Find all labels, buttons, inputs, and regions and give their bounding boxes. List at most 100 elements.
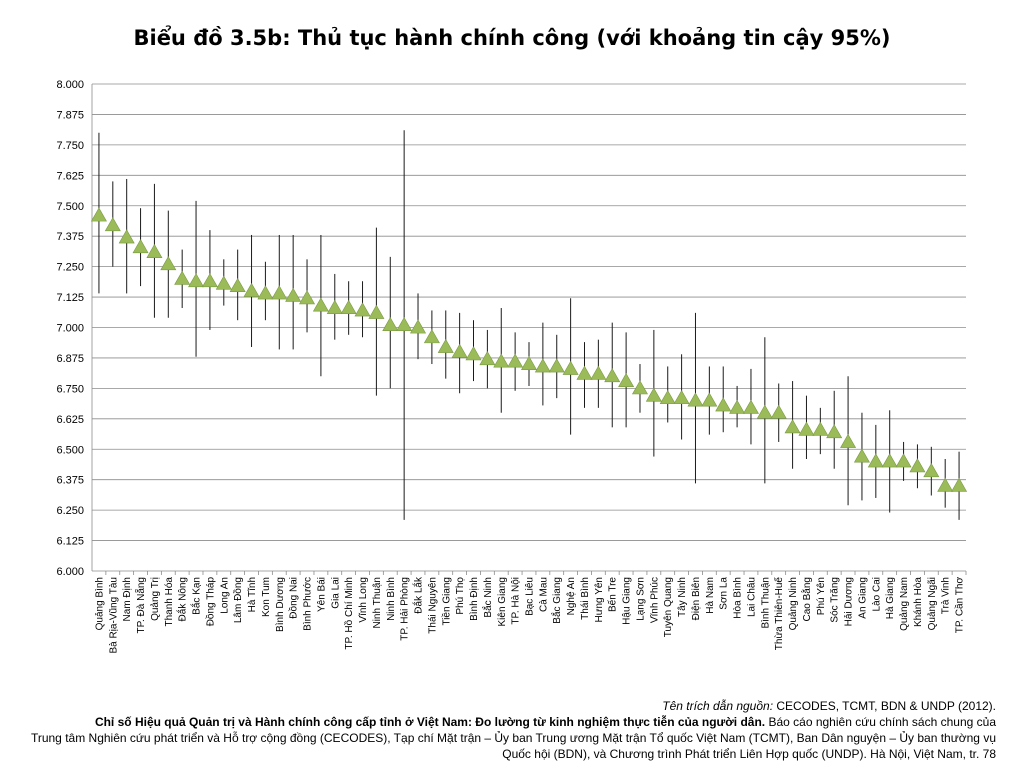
data-point bbox=[312, 297, 329, 312]
data-point bbox=[701, 392, 718, 407]
data-markers bbox=[90, 207, 968, 492]
report-desc-1: Báo cáo nghiên cứu chính sách chung của bbox=[768, 715, 996, 729]
data-point bbox=[146, 243, 163, 258]
x-tick-label: Phú Thọ bbox=[455, 577, 466, 615]
data-point bbox=[534, 358, 551, 373]
x-tick-label: Ninh Thuận bbox=[372, 577, 383, 629]
data-point bbox=[784, 419, 801, 434]
data-point bbox=[729, 399, 746, 414]
gridlines bbox=[91, 83, 967, 575]
data-point bbox=[548, 358, 565, 373]
data-point bbox=[243, 282, 260, 297]
data-point bbox=[299, 290, 316, 305]
x-tick-label: Trà Vinh bbox=[941, 577, 952, 614]
data-point bbox=[326, 299, 343, 314]
x-tick-label: Ninh Bình bbox=[386, 577, 397, 621]
data-point bbox=[409, 319, 427, 334]
y-tick-label: 7.875 bbox=[56, 109, 84, 121]
data-point bbox=[645, 387, 662, 402]
x-tick-label: TP. Hà Nội bbox=[511, 577, 522, 625]
y-tick-label: 7.625 bbox=[56, 170, 84, 182]
data-point bbox=[812, 421, 829, 436]
y-tick-label: 6.000 bbox=[56, 566, 84, 578]
data-point bbox=[160, 256, 177, 271]
x-tick-label: Kiên Giang bbox=[497, 577, 508, 626]
data-point bbox=[174, 270, 191, 285]
chart-title: Biểu đồ 3.5b: Thủ tục hành chính công (v… bbox=[133, 26, 891, 50]
x-tick-label: Bình Định bbox=[469, 577, 480, 621]
data-point bbox=[742, 399, 759, 414]
data-point bbox=[479, 351, 496, 366]
data-point bbox=[715, 397, 732, 412]
x-tick-label: Gia Lai bbox=[330, 577, 341, 609]
x-tick-label: Bắc Ninh bbox=[481, 577, 494, 618]
data-point bbox=[396, 316, 413, 331]
data-point bbox=[867, 453, 884, 468]
y-tick-label: 8.000 bbox=[56, 79, 84, 91]
data-point bbox=[659, 390, 676, 405]
citation-authors: CECODES, TCMT, BDN & UNDP (2012). bbox=[776, 699, 996, 713]
citation-label: Tên trích dẫn nguồn: bbox=[662, 699, 774, 713]
data-point bbox=[90, 207, 107, 222]
x-tick-label: Bình Phước bbox=[303, 577, 314, 631]
x-tick-label: Phú Yên bbox=[816, 577, 827, 615]
x-tick-label: Thừa Thiên-Huế bbox=[773, 577, 785, 651]
x-tick-label: Hà Nam bbox=[705, 577, 716, 614]
x-tick-label: Cà Mau bbox=[538, 577, 549, 612]
data-point bbox=[562, 360, 579, 375]
x-tick-label: Tây Ninh bbox=[677, 577, 688, 617]
x-tick-label: Long An bbox=[219, 577, 230, 614]
data-point bbox=[520, 355, 538, 370]
x-tick-label: TP. Hải Phòng bbox=[400, 577, 411, 641]
y-axis-labels: 6.000 6.125 6.250 6.375 6.500 6.625 6.750 6.875… bbox=[56, 79, 84, 578]
report-desc-2: Trung tâm Nghiên cứu phát triển và Hỗ tr… bbox=[30, 731, 996, 761]
data-point bbox=[229, 278, 246, 293]
x-tick-label: Đắk Lắk bbox=[412, 576, 425, 614]
x-tick-label: Khánh Hòa bbox=[913, 577, 924, 627]
x-tick-label: Lâm Đồng bbox=[232, 577, 244, 623]
y-tick-label: 6.125 bbox=[56, 536, 84, 548]
x-tick-label: Thanh Hóa bbox=[164, 577, 175, 627]
x-tick-label: Hải Dương bbox=[844, 577, 855, 626]
x-axis-labels: Quảng Bình Bà Rịa-Vũng Tàu Nam Định TP. Đà … bbox=[94, 576, 965, 654]
x-tick-label: Cao Bằng bbox=[800, 577, 813, 621]
y-tick-label: 6.375 bbox=[56, 475, 84, 487]
data-point bbox=[437, 338, 454, 353]
x-tick-label: Hà Giang bbox=[885, 577, 896, 619]
data-point bbox=[201, 273, 218, 288]
x-tick-label: An Giang bbox=[857, 577, 868, 619]
x-tick-label: Hà Tĩnh bbox=[247, 577, 258, 612]
data-point bbox=[340, 299, 357, 314]
data-point bbox=[798, 421, 815, 436]
x-tick-label: Quảng Ninh bbox=[788, 577, 799, 630]
x-tick-label: Bình Dương bbox=[275, 577, 286, 632]
y-tick-label: 6.875 bbox=[56, 353, 84, 365]
data-point bbox=[881, 453, 898, 468]
x-tick-label: Bắc Kạn bbox=[190, 577, 203, 615]
data-point bbox=[590, 365, 607, 380]
x-tick-label: Bà Rịa-Vũng Tàu bbox=[108, 577, 119, 654]
confidence-intervals bbox=[98, 130, 960, 520]
x-tick-label: Thái Nguyên bbox=[427, 577, 438, 634]
y-tick-label: 6.250 bbox=[56, 505, 84, 517]
data-point bbox=[368, 304, 385, 319]
data-point bbox=[631, 380, 649, 395]
data-point bbox=[271, 285, 288, 300]
x-tick-label: Đắk Nông bbox=[176, 577, 189, 621]
x-tick-label: Sóc Trăng bbox=[830, 577, 841, 623]
x-tick-label: Tuyên Quang bbox=[663, 577, 674, 637]
x-tick-label: Quảng Bình bbox=[94, 577, 105, 630]
y-tick-label: 6.625 bbox=[56, 414, 84, 426]
data-point bbox=[188, 273, 205, 288]
data-point bbox=[423, 329, 440, 344]
data-point bbox=[451, 343, 468, 358]
x-tick-label: Quảng Trị bbox=[150, 577, 161, 621]
data-point bbox=[840, 433, 857, 448]
x-tick-label: Đồng Tháp bbox=[204, 577, 216, 627]
data-point bbox=[507, 353, 524, 368]
data-point bbox=[895, 453, 912, 468]
data-point bbox=[770, 404, 787, 419]
x-tick-label: Nam Định bbox=[122, 577, 133, 621]
x-tick-label: Bắc Giang bbox=[550, 577, 563, 624]
x-tick-label: Lạng Sơn bbox=[635, 577, 646, 621]
